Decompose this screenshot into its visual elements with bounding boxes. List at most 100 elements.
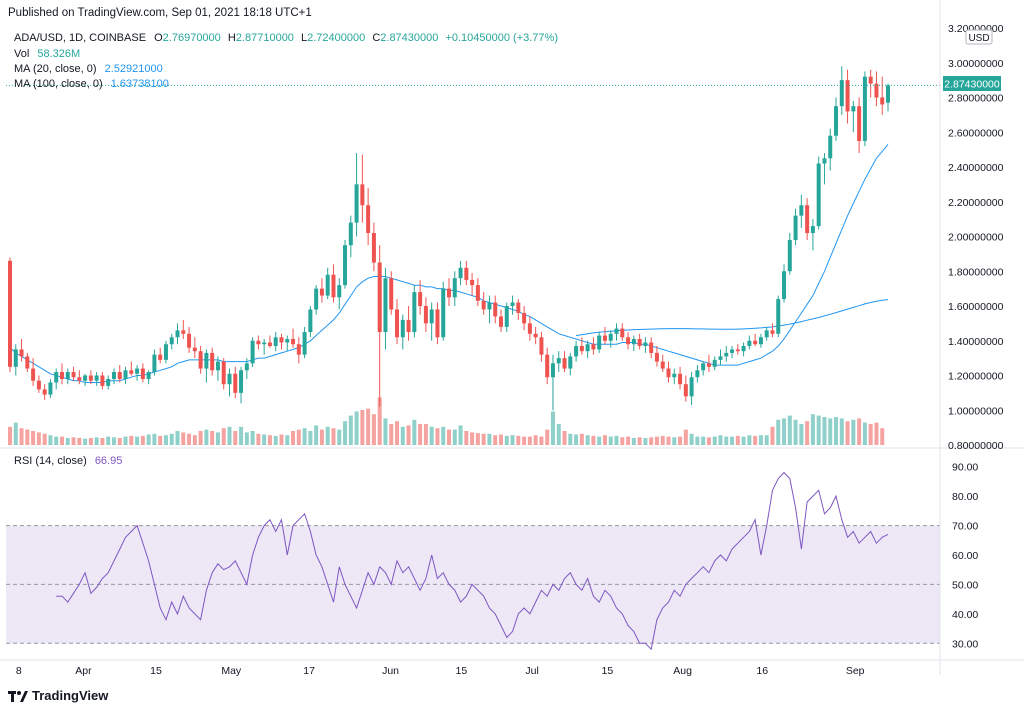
published-caption: Published on TradingView.com, Sep 01, 20… xyxy=(8,7,312,19)
candle-body xyxy=(42,389,47,395)
legend-open-value: 2.76970000 xyxy=(163,32,221,44)
candle-body xyxy=(828,135,833,159)
volume-bar xyxy=(244,432,249,445)
candle-body xyxy=(706,363,711,367)
volume-bar xyxy=(527,436,532,445)
candle-body xyxy=(805,205,810,234)
volume-bar xyxy=(787,415,792,445)
volume-bar xyxy=(360,410,365,445)
legend-close-label: C xyxy=(372,32,380,44)
legend-vol-label: Vol xyxy=(14,48,29,60)
volume-bar xyxy=(718,435,723,445)
candle-body xyxy=(452,278,457,298)
candle-body xyxy=(366,205,371,234)
volume-bar xyxy=(828,418,833,445)
legend-low-value: 2.72400000 xyxy=(307,32,365,44)
volume-bar xyxy=(371,414,376,445)
volume-bar xyxy=(764,435,769,445)
volume-bar xyxy=(389,424,394,445)
legend-ma20-label: MA (20, close, 0) xyxy=(14,63,97,75)
volume-bar xyxy=(602,435,607,445)
volume-bar xyxy=(608,436,613,445)
candle-body xyxy=(210,352,215,371)
candle-body xyxy=(678,373,683,385)
volume-bar xyxy=(111,437,116,445)
candle-body xyxy=(48,382,53,395)
volume-bar xyxy=(753,435,758,445)
volume-bar xyxy=(25,429,30,445)
volume-bar xyxy=(805,421,810,445)
candle-body xyxy=(83,375,88,381)
volume-bar xyxy=(256,433,261,445)
volume-bar xyxy=(706,437,711,445)
rsi-band xyxy=(6,525,940,644)
candle-body xyxy=(169,337,174,345)
candle-body xyxy=(741,345,746,352)
volume-bar xyxy=(285,435,290,445)
volume-bar xyxy=(233,431,238,445)
candle-body xyxy=(689,377,694,397)
candle-body xyxy=(810,226,815,234)
candle-body xyxy=(273,337,278,346)
volume-bar xyxy=(464,431,469,445)
rsi-tick-label: 90.00 xyxy=(952,462,978,474)
candle-body xyxy=(545,354,550,378)
candle-body xyxy=(100,375,105,386)
candle-body xyxy=(192,347,197,352)
candle-body xyxy=(874,83,879,98)
candle-body xyxy=(845,80,850,112)
candle-body xyxy=(239,370,244,393)
price-tick-label: 2.40000000 xyxy=(948,162,1004,174)
volume-bar xyxy=(279,434,284,445)
volume-bar xyxy=(267,435,272,445)
candle-body xyxy=(701,363,706,371)
candle-body xyxy=(204,352,209,369)
candle-body xyxy=(435,309,440,338)
ma100-line xyxy=(576,299,889,336)
candle-body xyxy=(54,372,59,383)
time-tick-label: 15 xyxy=(150,665,162,677)
time-tick-label: Aug xyxy=(673,665,692,677)
svg-text:RSI (14, close) 66.95: RSI (14, close) 66.95 xyxy=(14,455,122,467)
volume-bar xyxy=(851,419,856,445)
candle-body xyxy=(291,339,296,345)
volume-bar xyxy=(377,397,382,445)
time-tick-label: 8 xyxy=(16,665,22,677)
volume-bar xyxy=(793,419,798,445)
brand[interactable]: TradingView xyxy=(8,688,108,703)
volume-bar xyxy=(71,437,76,445)
candle-body xyxy=(296,344,301,355)
candle-body xyxy=(550,363,555,378)
price-tick-label: 1.20000000 xyxy=(948,371,1004,383)
volume-bar xyxy=(741,436,746,445)
volume-bar xyxy=(574,434,579,445)
candle-body xyxy=(834,106,839,136)
volume-bar xyxy=(423,424,428,445)
candle-body xyxy=(608,333,613,341)
volume-bar xyxy=(65,438,70,445)
legend-ma20-value: 2.52921000 xyxy=(105,63,163,75)
candle-body xyxy=(19,349,24,357)
volume-bar xyxy=(291,431,296,445)
candle-body xyxy=(395,309,400,338)
volume-bar xyxy=(146,434,151,445)
volume-bar xyxy=(845,421,850,445)
candle-body xyxy=(429,309,434,324)
ma20-line xyxy=(9,144,889,383)
candle-body xyxy=(135,368,140,374)
volume-bar xyxy=(175,431,180,445)
time-tick-label: Apr xyxy=(75,665,92,677)
candle-body xyxy=(764,330,769,338)
volume-bar xyxy=(776,419,781,445)
time-tick-label: 16 xyxy=(756,665,768,677)
volume-bar xyxy=(597,436,602,445)
candle-body xyxy=(816,163,821,227)
time-tick-label: 15 xyxy=(602,665,614,677)
candle-body xyxy=(614,328,619,334)
volume-bar xyxy=(689,433,694,445)
candle-body xyxy=(233,373,238,393)
currency-badge[interactable] xyxy=(965,29,993,45)
candle-body xyxy=(493,302,498,317)
price-tick-label: 0.80000000 xyxy=(948,440,1004,452)
